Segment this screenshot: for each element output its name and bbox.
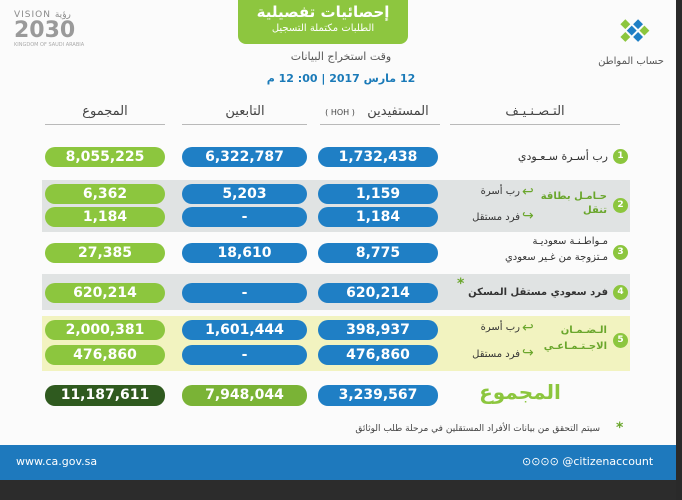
col-category: التـصـنـيـف bbox=[505, 104, 565, 119]
row-total: 6,362 bbox=[45, 184, 165, 204]
col-dependents: التابعين bbox=[225, 104, 265, 119]
sub-label: رب أسرة bbox=[480, 322, 520, 333]
col-total: المجموع bbox=[82, 104, 128, 119]
row-label-line2: مـتزوجة من غـير سعودي bbox=[504, 252, 608, 263]
row-dependents: - bbox=[182, 283, 307, 303]
row-total: 620,214 bbox=[45, 283, 165, 303]
row-dependents: - bbox=[182, 207, 307, 227]
row-total: 8,055,225 bbox=[45, 147, 165, 167]
total-dependents: 7,948,044 bbox=[182, 385, 307, 406]
data-time-value: 12 مارس 2017 | 00: 12 م bbox=[266, 72, 416, 85]
asterisk-icon: * bbox=[616, 420, 624, 436]
sub-label: فرد مستقل bbox=[472, 349, 520, 360]
row-dependents: 18,610 bbox=[182, 243, 307, 263]
row-label: حـامـل بطاقة تنقل bbox=[540, 191, 607, 216]
row-total: 27,385 bbox=[45, 243, 165, 263]
row-number: 3 bbox=[613, 245, 628, 260]
row-beneficiaries: 1,184 bbox=[318, 207, 438, 227]
citizen-account-logo: حساب المواطن bbox=[596, 14, 666, 68]
asterisk-icon: * bbox=[457, 276, 465, 292]
arrow-icon: ↪ bbox=[522, 208, 534, 224]
col-hoh: ( HOH ) bbox=[325, 108, 355, 117]
data-time-label: وقت استخراج البيانات bbox=[290, 50, 392, 63]
row-label: فرد سعودي مستقل المسكن bbox=[468, 287, 608, 298]
row-number: 5 bbox=[613, 333, 628, 348]
row-total: 1,184 bbox=[45, 207, 165, 227]
divider bbox=[45, 124, 165, 125]
totals-label: المجموع bbox=[479, 380, 561, 404]
website-link[interactable]: www.ca.gov.sa bbox=[16, 455, 98, 468]
divider bbox=[320, 124, 440, 125]
row-dependents: 5,203 bbox=[182, 184, 307, 204]
arrow-icon: ↩ bbox=[522, 184, 534, 200]
total-beneficiaries: 3,239,567 bbox=[318, 385, 438, 406]
row-beneficiaries: 1,732,438 bbox=[318, 147, 438, 167]
footnote: سيتم التحقق من بيانات الأفراد المستقلين … bbox=[355, 424, 600, 434]
row-beneficiaries: 1,159 bbox=[318, 184, 438, 204]
page-subtitle: الطلبات مكتملة التسجيل bbox=[271, 23, 375, 34]
social-icons: ⊙⊙⊙⊙ bbox=[522, 455, 563, 468]
row-beneficiaries: 8,775 bbox=[318, 243, 438, 263]
sub-label: فرد مستقل bbox=[472, 212, 520, 223]
row-beneficiaries: 476,860 bbox=[318, 345, 438, 365]
title-banner: إحصائيات تفصيلية الطلبات مكتملة التسجيل bbox=[238, 0, 408, 44]
social-handle[interactable]: ⊙⊙⊙⊙ @citizenaccount bbox=[522, 455, 654, 468]
row-dependents: 1,601,444 bbox=[182, 320, 307, 340]
divider bbox=[182, 124, 307, 125]
grand-total: 11,187,611 bbox=[45, 385, 165, 406]
arrow-icon: ↪ bbox=[522, 345, 534, 361]
row-number: 2 bbox=[613, 198, 628, 213]
row-label-line1: الـضـمـان bbox=[560, 325, 607, 336]
row-label-line1: مـواطـنـة سعوديـة bbox=[532, 236, 608, 247]
row-label: رب أسـرة سـعـودي bbox=[517, 150, 608, 163]
row-beneficiaries: 620,214 bbox=[318, 283, 438, 303]
arrow-icon: ↩ bbox=[522, 320, 534, 336]
row-total: 2,000,381 bbox=[45, 320, 165, 340]
edge-strip bbox=[676, 0, 682, 500]
row-dependents: - bbox=[182, 345, 307, 365]
diamond-dots-icon bbox=[620, 19, 650, 42]
col-beneficiaries: المستفيدين bbox=[367, 104, 429, 119]
page-title: إحصائيات تفصيلية bbox=[256, 3, 390, 21]
row-number: 4 bbox=[613, 285, 628, 300]
bottom-bar bbox=[0, 480, 682, 500]
row-label-line2: الاجـتـمـاعـي bbox=[543, 341, 607, 352]
divider bbox=[450, 124, 620, 125]
row-number: 1 bbox=[613, 149, 628, 164]
sub-label: رب أسرة bbox=[480, 186, 520, 197]
row-beneficiaries: 398,937 bbox=[318, 320, 438, 340]
footer-bar: www.ca.gov.sa ⊙⊙⊙⊙ @citizenaccount bbox=[0, 445, 682, 480]
row-dependents: 6,322,787 bbox=[182, 147, 307, 167]
vision-2030-logo: VISION رؤية 2030 KINGDOM OF SAUDI ARABIA bbox=[14, 10, 85, 48]
row-total: 476,860 bbox=[45, 345, 165, 365]
